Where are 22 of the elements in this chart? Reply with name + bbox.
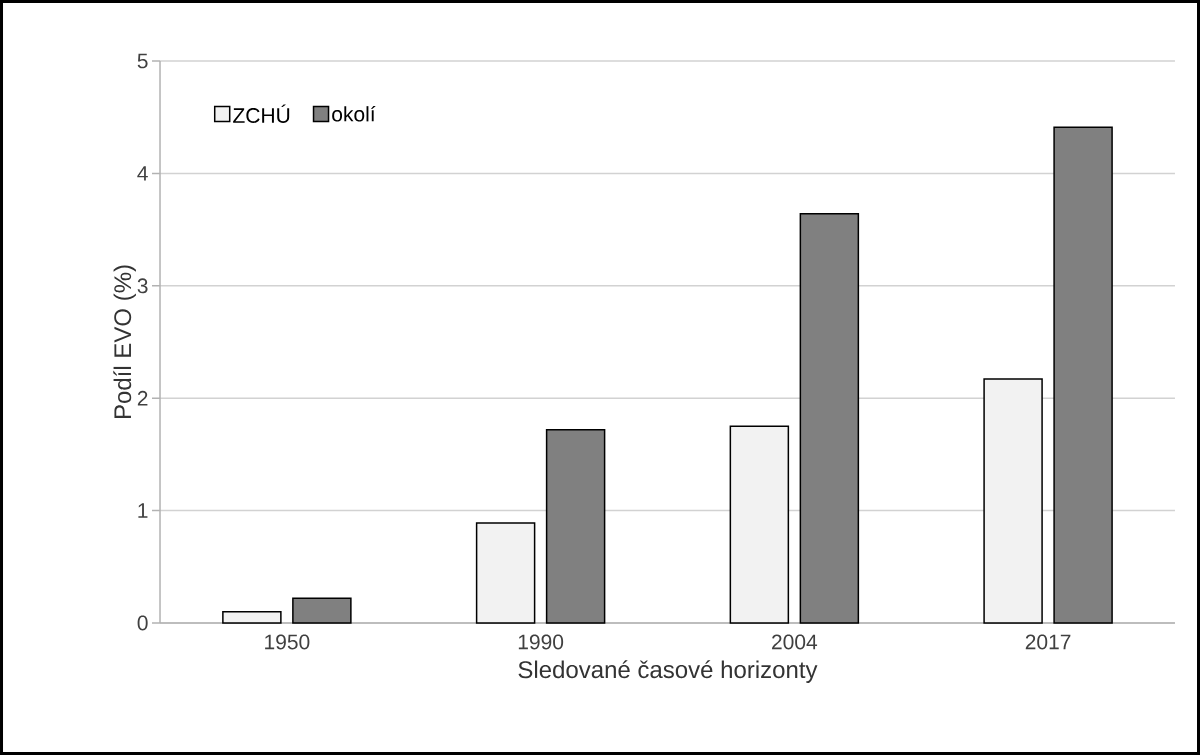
x-tick-label: 2004 bbox=[772, 634, 818, 650]
bar bbox=[729, 425, 790, 624]
y-tick-label: 3 bbox=[137, 278, 148, 294]
x-tick-label: 1990 bbox=[518, 634, 564, 650]
y-axis-title: Podíl EVO (%) bbox=[113, 265, 136, 419]
y-tick-label: 5 bbox=[137, 53, 148, 69]
bar bbox=[545, 428, 606, 624]
bar bbox=[475, 522, 536, 624]
x-tick-label: 2017 bbox=[1025, 634, 1071, 650]
bar bbox=[1053, 126, 1113, 624]
bar bbox=[292, 597, 352, 624]
bar bbox=[983, 378, 1043, 624]
x-tick-label: 1950 bbox=[265, 634, 310, 650]
y-tick-label: 0 bbox=[137, 615, 148, 631]
x-axis-title: Sledované časové horizonty bbox=[518, 660, 818, 683]
legend-label: okolí bbox=[332, 105, 376, 122]
y-tick-label: 4 bbox=[137, 166, 148, 181]
bar bbox=[799, 213, 860, 624]
bar bbox=[222, 610, 282, 624]
y-tick-label: 1 bbox=[138, 503, 148, 518]
legend-label: ZCHÚ bbox=[233, 104, 290, 123]
y-tick-label: 2 bbox=[137, 390, 148, 406]
